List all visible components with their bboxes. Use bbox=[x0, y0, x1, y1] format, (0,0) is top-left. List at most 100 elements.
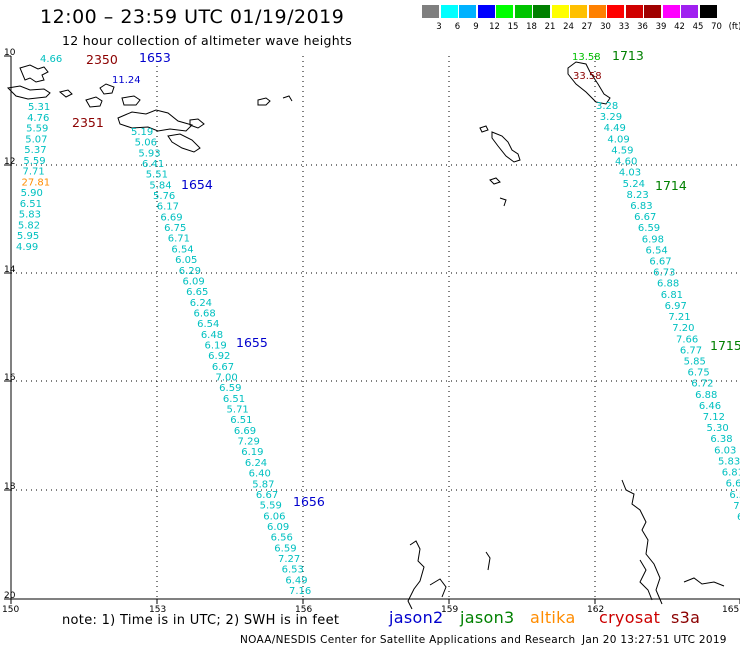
latitude-tick-label: 12 bbox=[4, 157, 15, 167]
footer-timestamp: Jan 20 13:27:51 UTC 2019 bbox=[582, 634, 727, 646]
wave-height-value: 11.24 bbox=[112, 75, 141, 86]
color-bar-swatch bbox=[662, 5, 680, 18]
wave-height-value: 6.68 bbox=[193, 308, 215, 319]
wave-height-value: 4.66 bbox=[40, 54, 62, 65]
color-bar-label: 15 bbox=[507, 22, 519, 32]
axis-ticks: 10 12 14 16 18 20 150 153 156 159 162 165 bbox=[2, 48, 740, 615]
track-time-label: 2351 bbox=[72, 115, 104, 130]
coastline-west-island-group bbox=[19, 64, 49, 83]
satellite-legend-item: cryosat bbox=[599, 608, 661, 627]
latitude-tick-label: 10 bbox=[4, 48, 16, 58]
color-bar-label: 9 bbox=[473, 22, 479, 32]
wave-height-value: 6.24 bbox=[245, 458, 267, 469]
wave-height-value: 13.58 bbox=[572, 52, 601, 63]
coastline-south-land bbox=[485, 551, 491, 571]
wave-height-value: 5.93 bbox=[138, 148, 160, 159]
color-bar-swatch bbox=[699, 5, 717, 18]
wave-height-value: 6.81 bbox=[722, 468, 740, 479]
coastline-south-land bbox=[407, 540, 425, 610]
track-time-label: 1713 bbox=[612, 48, 644, 63]
color-bar-label: 27 bbox=[581, 22, 593, 32]
page-title: 12:00 – 23:59 UTC 01/19/2019 bbox=[40, 6, 345, 28]
color-bar-label: 3 bbox=[436, 22, 442, 32]
track-time-label: 1655 bbox=[236, 335, 268, 350]
coastline-east-island bbox=[491, 131, 521, 163]
wave-height-value: 6.41 bbox=[142, 159, 164, 170]
wave-height-value: 6.83 bbox=[630, 201, 652, 212]
wave-height-value: 6.59 bbox=[638, 223, 660, 234]
color-bar-label: 70 bbox=[711, 22, 722, 32]
wave-height-value: 7.12 bbox=[703, 412, 725, 423]
wave-height-value: 6.69 bbox=[160, 212, 182, 223]
wave-height-value: 4.49 bbox=[604, 123, 626, 134]
coastline-west-island-group bbox=[117, 109, 193, 132]
map-frame bbox=[10, 56, 740, 600]
wave-height-value: 6.71 bbox=[168, 234, 190, 245]
coastline-west-island-group bbox=[189, 118, 205, 129]
color-bar-swatch bbox=[477, 5, 495, 18]
wave-height-value: 5.06 bbox=[135, 138, 157, 149]
wave-height-value: 5.71 bbox=[227, 405, 249, 416]
color-bar-swatch bbox=[607, 5, 624, 18]
color-bar-swatch bbox=[533, 5, 550, 18]
track-time-label: 1656 bbox=[293, 494, 325, 509]
color-bar-label: 6 bbox=[454, 22, 461, 32]
latitude-tick-label: 20 bbox=[4, 591, 16, 601]
wave-height-value: 5.59 bbox=[23, 156, 45, 167]
longitude-tick-label: 162 bbox=[587, 605, 604, 615]
wave-height-value: 6.54 bbox=[646, 245, 668, 256]
coastline-west-island-group bbox=[167, 133, 201, 153]
coastline-east-island bbox=[479, 125, 489, 133]
wave-height-value: 5.85 bbox=[684, 356, 706, 367]
coastline-east-island bbox=[567, 61, 611, 105]
wave-height-value: 33.58 bbox=[573, 71, 602, 82]
wave-height-value: 6.67 bbox=[256, 490, 278, 501]
wave-height-value: 6.75 bbox=[687, 368, 709, 379]
wave-height-value: 5.82 bbox=[18, 220, 40, 231]
color-bar-swatch bbox=[588, 5, 606, 18]
track-time-label: 1654 bbox=[181, 177, 213, 192]
wave-height-value: 7.20 bbox=[672, 323, 694, 334]
longitude-tick-label: 165 bbox=[722, 605, 739, 615]
color-bar-swatch bbox=[514, 5, 532, 18]
wave-height-value: 6.73 bbox=[653, 268, 675, 279]
latitude-tick-label: 18 bbox=[4, 482, 16, 492]
coastline-west-island-group bbox=[282, 95, 293, 102]
color-bar-label: 39 bbox=[655, 22, 667, 32]
color-bar-swatch bbox=[440, 5, 458, 18]
color-bar-label: 42 bbox=[674, 22, 685, 32]
coastline-south-land bbox=[683, 577, 725, 587]
coastline-south-land bbox=[429, 578, 447, 598]
color-bar-label: 21 bbox=[544, 22, 556, 32]
color-bar-label: 33 bbox=[618, 22, 630, 32]
wave-height-value: 5.59 bbox=[260, 501, 282, 512]
wave-height-value: 6.56 bbox=[271, 533, 293, 544]
wave-height-value: 6.03 bbox=[714, 445, 736, 456]
wave-height-value: 7.16 bbox=[289, 586, 311, 597]
color-bar-unit: (ft) bbox=[728, 22, 740, 32]
wave-height-value: 4.99 bbox=[16, 242, 38, 253]
wave-height-value: 5.95 bbox=[17, 231, 39, 242]
wave-height-value: 6.98 bbox=[642, 234, 664, 245]
wave-height-value: 6.92 bbox=[208, 351, 230, 362]
coastline-south-land bbox=[639, 559, 653, 601]
wave-height-value: 7.14 bbox=[733, 501, 740, 512]
wave-height-value: 6.19 bbox=[241, 447, 263, 458]
footer-credit: NOAA/NESDIS Center for Satellite Applica… bbox=[240, 634, 576, 646]
wave-height-value: 5.51 bbox=[146, 170, 168, 181]
wave-height-value: 5.37 bbox=[24, 145, 46, 156]
wave-height-value: 6.24 bbox=[190, 298, 212, 309]
coastline-west-island-group bbox=[58, 89, 73, 98]
wave-height-value: 8.23 bbox=[626, 190, 648, 201]
wave-height-value: 6.40 bbox=[249, 469, 271, 480]
wave-height-value: 5.83 bbox=[19, 210, 41, 221]
coastline-west-island-group bbox=[6, 85, 51, 100]
wave-height-value: 5.19 bbox=[131, 127, 153, 138]
wave-height-value: 6.88 bbox=[695, 390, 717, 401]
wave-height-value: 6.59 bbox=[274, 543, 296, 554]
track-time-label: 1653 bbox=[139, 50, 171, 65]
color-bar-label: 12 bbox=[489, 22, 500, 32]
wave-height-value: 6.29 bbox=[179, 266, 201, 277]
satellite-legend-item: s3a bbox=[671, 608, 701, 627]
